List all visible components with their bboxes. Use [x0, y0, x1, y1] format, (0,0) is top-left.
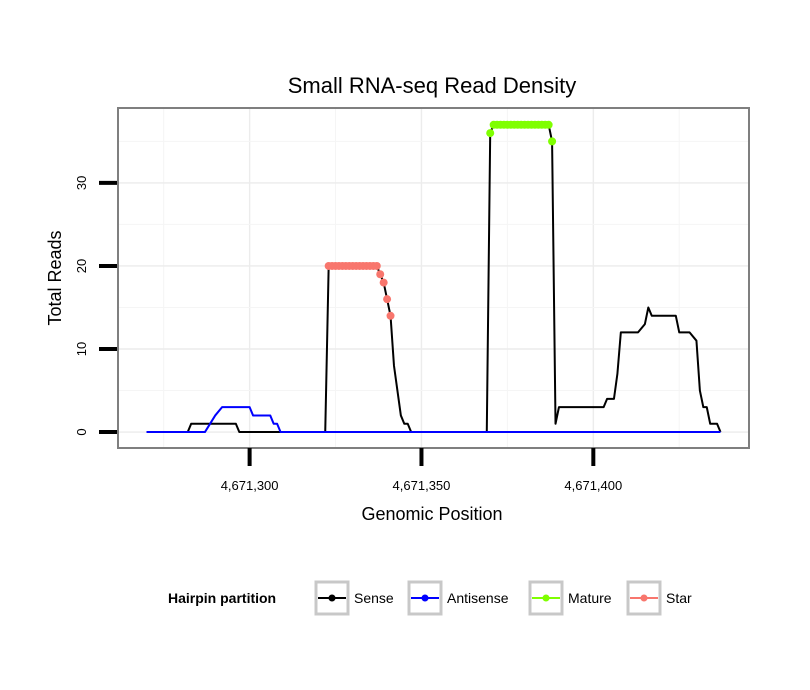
- series-line-antisense: [146, 406, 721, 434]
- y-tick-label: 20: [74, 259, 89, 273]
- point-star: [376, 270, 385, 279]
- legend-key-dot: [542, 594, 550, 602]
- y-axis-title: Total Reads: [45, 230, 65, 325]
- chart-title: Small RNA-seq Read Density: [288, 73, 577, 98]
- x-axis-title: Genomic Position: [361, 504, 502, 524]
- legend-entry-mature: Mature: [528, 580, 612, 616]
- point-mature: [486, 129, 495, 138]
- y-tick-label: 0: [74, 428, 89, 435]
- y-tick-label: 10: [74, 342, 89, 356]
- x-tick-label: 4,671,300: [221, 478, 279, 493]
- plot-panel: [117, 107, 750, 449]
- legend-key-dot: [421, 594, 429, 602]
- point-star: [386, 311, 395, 320]
- point-mature: [548, 137, 557, 146]
- point-mature: [544, 120, 553, 129]
- legend-entry-star: Star: [626, 580, 692, 616]
- legend-label: Mature: [568, 590, 612, 606]
- legend-key-dot: [640, 594, 648, 602]
- grid-lines: [119, 109, 748, 447]
- legend-label: Antisense: [447, 590, 509, 606]
- legend-entries: Sense Antisense Mature Star: [314, 580, 692, 616]
- legend-entry-sense: Sense: [314, 580, 394, 616]
- legend-key-dot: [328, 594, 336, 602]
- y-tick-label: 30: [74, 176, 89, 190]
- point-star: [383, 295, 392, 304]
- legend-label: Star: [666, 590, 692, 606]
- x-tick-label: 4,671,350: [393, 478, 451, 493]
- x-axis: 4,671,300 4,671,350 4,671,400: [221, 448, 622, 493]
- legend-title: Hairpin partition: [168, 590, 276, 606]
- y-axis: 0 10 20 30: [74, 176, 117, 436]
- point-star: [372, 261, 381, 270]
- legend-entry-antisense: Antisense: [407, 580, 509, 616]
- legend-label: Sense: [354, 590, 394, 606]
- x-tick-label: 4,671,400: [564, 478, 622, 493]
- points-layer: [324, 120, 557, 320]
- legend: Hairpin partition Sense Antisense Mature St…: [168, 580, 692, 616]
- point-star: [379, 278, 388, 287]
